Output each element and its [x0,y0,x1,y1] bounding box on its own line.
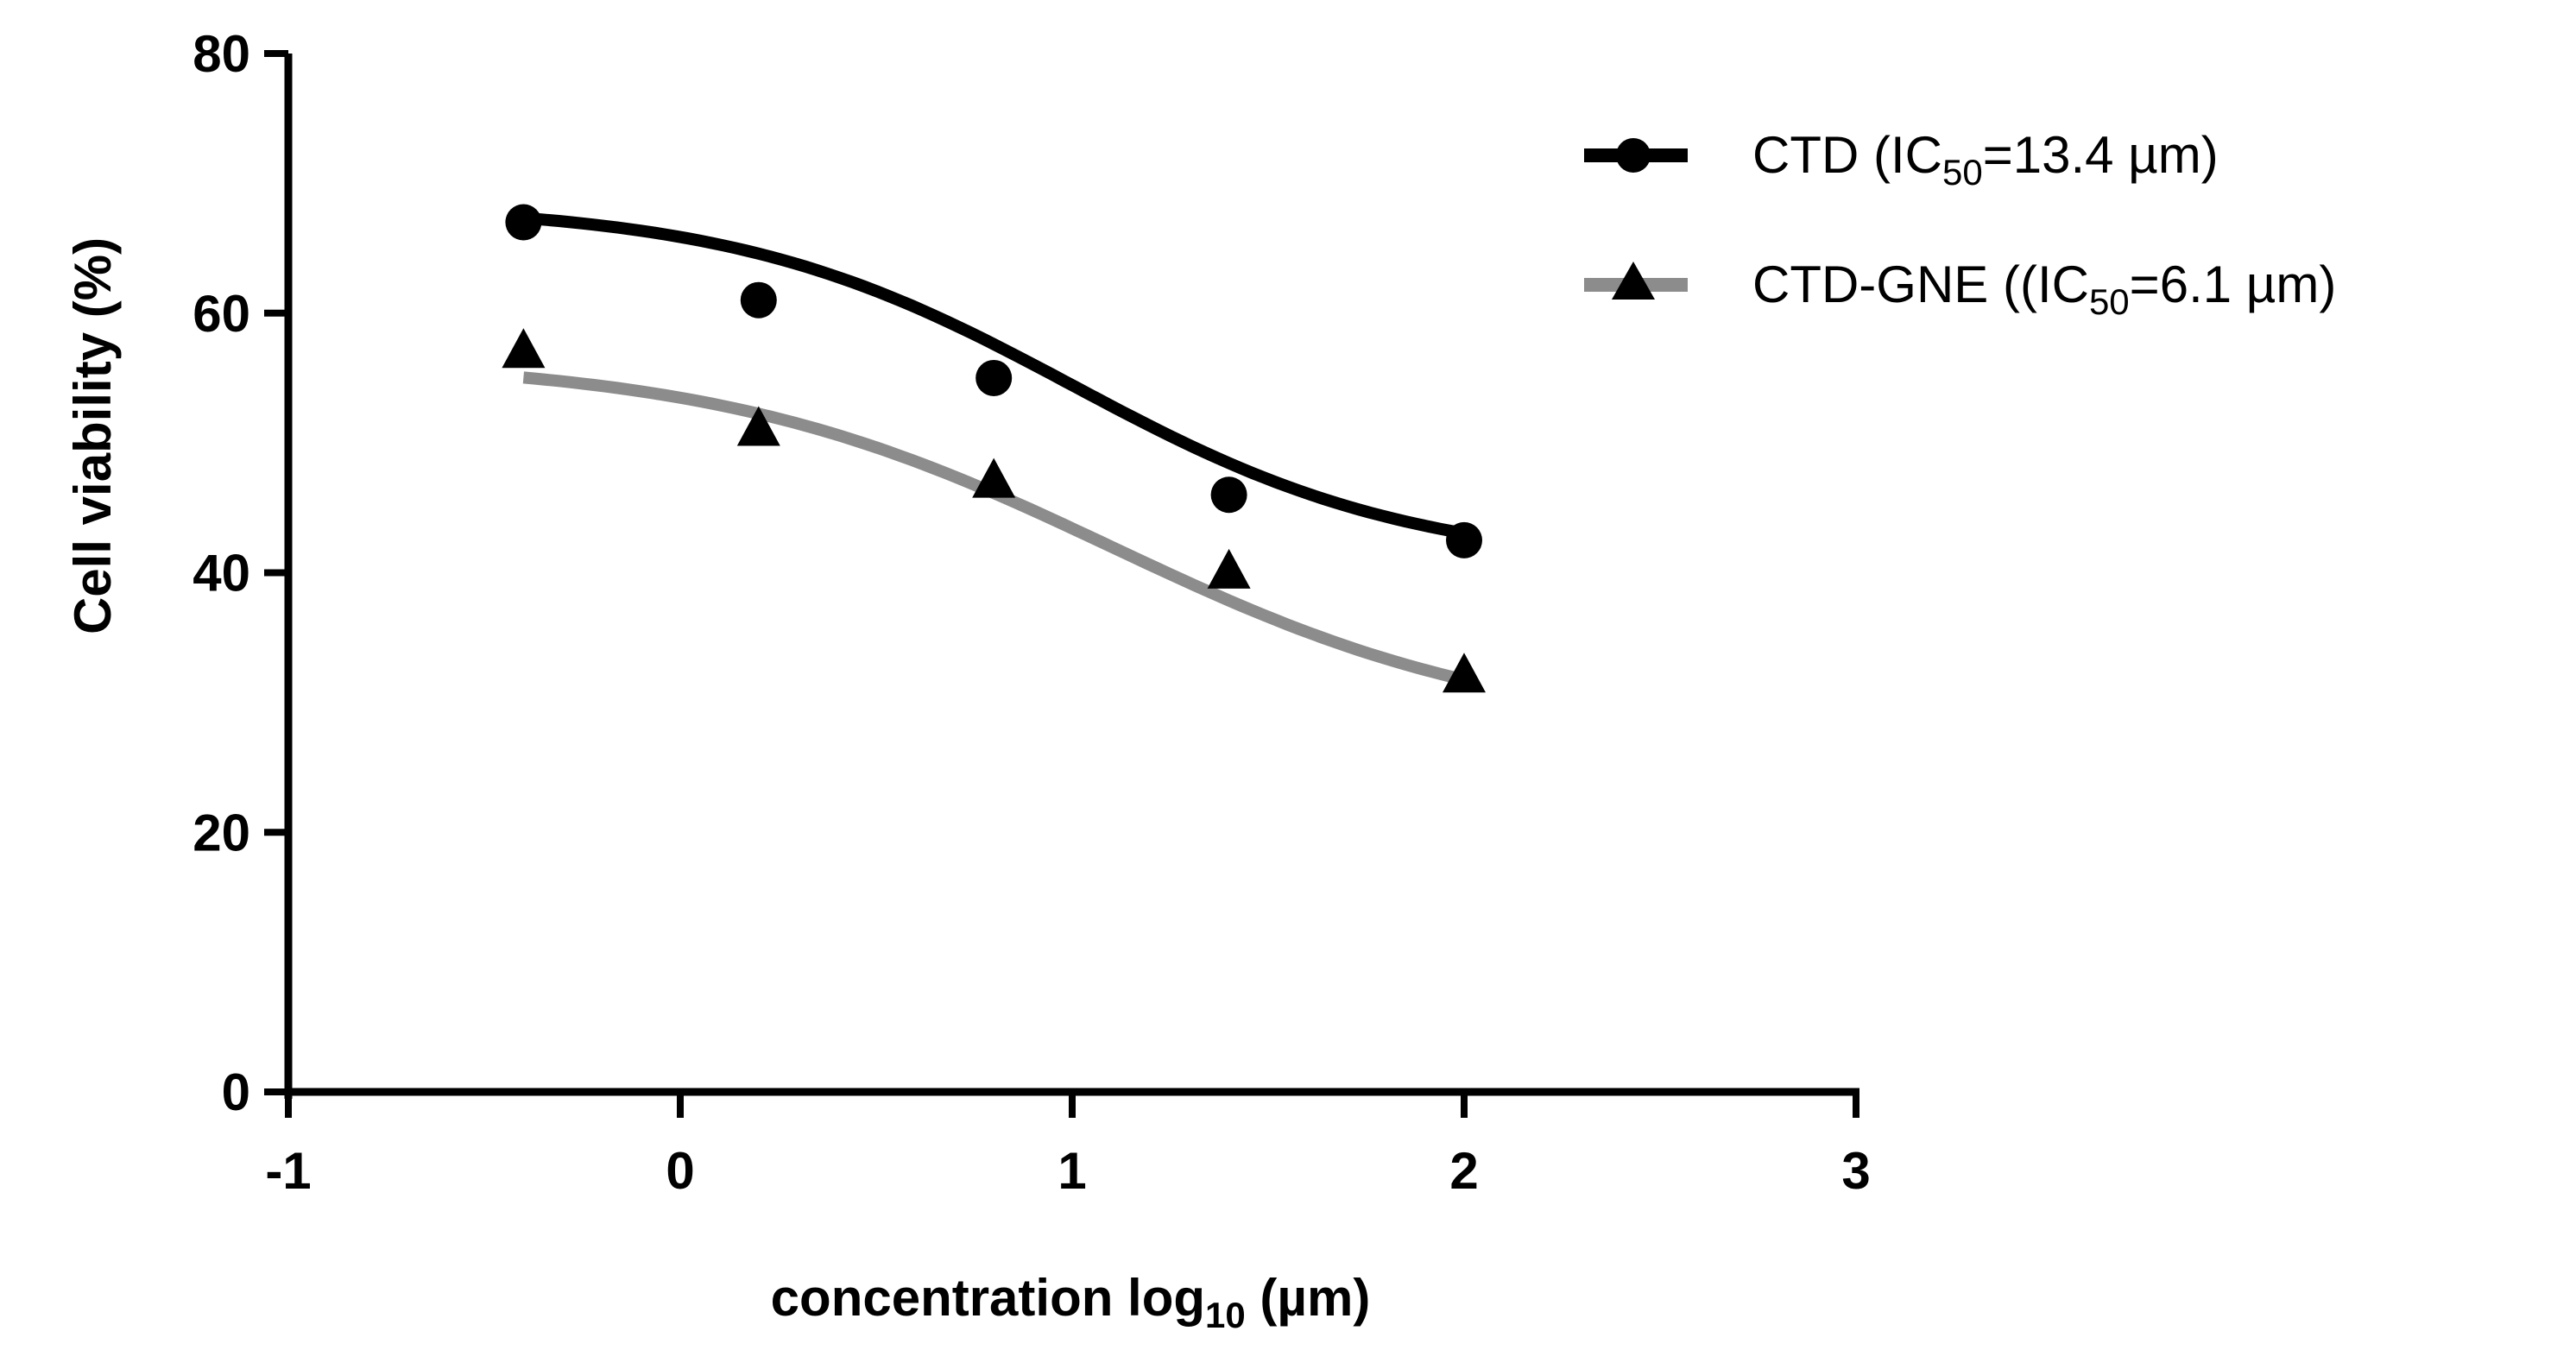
x-tick-label: 2 [1449,1142,1478,1200]
data-point-ctd [1446,521,1482,558]
data-points [502,204,1486,693]
data-point-ctd [740,281,777,319]
legend-label-ctd: CTD (IC50=13.4 µm) [1752,126,2219,192]
legend-label-ctd-post: =13.4 µm) [1983,126,2219,184]
legend-label-ctd-gne-sub: 50 [2089,281,2130,322]
data-point-ctd [505,204,542,241]
axes: 0 20 40 60 80 -1 0 1 2 3 [193,25,1870,1200]
legend-label-ctd-gne-pre: CTD-GNE ((IC [1752,255,2089,313]
data-point-ctd-gne [972,457,1016,498]
data-point-ctd-gne [1443,653,1486,693]
legend-label-ctd-gne: CTD-GNE ((IC50=6.1 µm) [1752,255,2336,322]
legend-marker-ctd-gne [1612,262,1655,300]
data-point-ctd-gne [736,406,780,446]
fit-curve-ctd-gne [522,371,1466,686]
x-axis-title: concentration log10 (µm) [771,1269,1371,1335]
fit-curves [522,211,1466,686]
x-axis-title-main: concentration log [771,1269,1205,1327]
legend-label-ctd-gne-post: =6.1 µm) [2130,255,2337,313]
legend-label-ctd-pre: CTD (IC [1752,126,1942,184]
x-tick-label: 3 [1841,1142,1870,1200]
y-axis-title: Cell viability (%) [64,237,122,634]
x-tick-label: 1 [1058,1142,1086,1200]
legend-item-ctd: CTD (IC50=13.4 µm) [1584,126,2219,192]
y-tick-label: 0 [222,1063,250,1121]
legend-item-ctd-gne: CTD-GNE ((IC50=6.1 µm) [1584,255,2336,322]
x-tick-label: 0 [666,1142,694,1200]
y-tick-label: 20 [193,804,250,861]
legend-label-ctd-sub: 50 [1942,152,1983,192]
y-tick-label: 40 [193,545,250,602]
x-tick-label: -1 [265,1142,311,1200]
legend: CTD (IC50=13.4 µm) CTD-GNE ((IC50=6.1 µm… [1584,126,2336,322]
data-point-ctd-gne [1207,548,1251,589]
data-point-ctd [1210,476,1247,514]
data-point-ctd-gne [502,328,546,369]
data-point-ctd [975,359,1013,396]
y-tick-label: 60 [193,285,250,343]
y-tick-label: 80 [193,25,250,83]
legend-marker-ctd [1616,138,1651,173]
fit-curve-ctd [522,211,1466,539]
x-axis-title-tail: (µm) [1246,1269,1371,1327]
x-axis-title-sub: 10 [1205,1295,1246,1335]
